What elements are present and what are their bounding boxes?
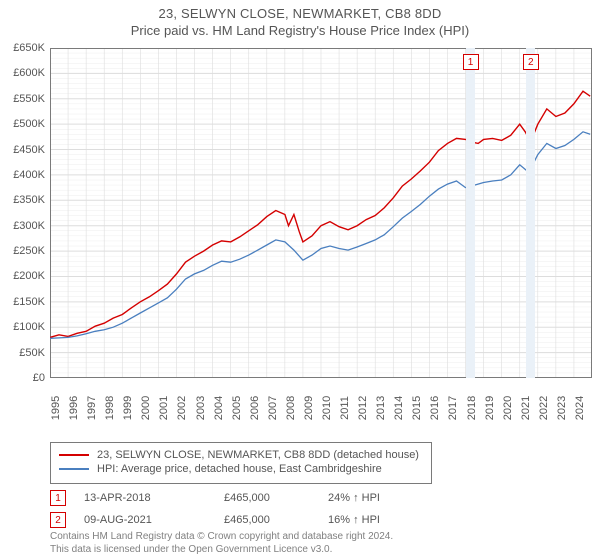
- x-tick-label: 2024: [574, 396, 586, 420]
- legend-label: HPI: Average price, detached house, East…: [97, 463, 382, 475]
- footer-line-1: Contains HM Land Registry data © Crown c…: [50, 531, 590, 544]
- y-tick-label: £550K: [13, 93, 45, 105]
- y-tick-label: £200K: [13, 270, 45, 282]
- event-price: £465,000: [224, 514, 328, 526]
- legend-item: 23, SELWYN CLOSE, NEWMARKET, CB8 8DD (de…: [59, 449, 423, 461]
- x-tick-label: 1999: [122, 396, 134, 420]
- highlight-band: [526, 48, 535, 378]
- chart-container: 23, SELWYN CLOSE, NEWMARKET, CB8 8DD Pri…: [0, 0, 600, 560]
- x-tick-label: 2013: [375, 396, 387, 420]
- y-axis-labels: £0£50K£100K£150K£200K£250K£300K£350K£400…: [0, 48, 48, 378]
- y-tick-label: £150K: [13, 296, 45, 308]
- x-tick-label: 2019: [484, 396, 496, 420]
- sale-flag: 1: [463, 54, 479, 70]
- x-tick-label: 2012: [357, 396, 369, 420]
- y-tick-label: £350K: [13, 194, 45, 206]
- sale-flag: 2: [523, 54, 539, 70]
- y-tick-label: £450K: [13, 144, 45, 156]
- x-tick-label: 2017: [447, 396, 459, 420]
- x-tick-label: 1995: [50, 396, 62, 420]
- x-tick-label: 1998: [104, 396, 116, 420]
- x-tick-label: 2011: [339, 396, 351, 420]
- x-tick-label: 2009: [303, 396, 315, 420]
- legend: 23, SELWYN CLOSE, NEWMARKET, CB8 8DD (de…: [50, 442, 432, 484]
- x-tick-label: 1996: [68, 396, 80, 420]
- title-main: 23, SELWYN CLOSE, NEWMARKET, CB8 8DD: [0, 6, 600, 21]
- y-tick-label: £500K: [13, 118, 45, 130]
- y-tick-label: £600K: [13, 67, 45, 79]
- x-tick-label: 2004: [213, 396, 225, 420]
- highlight-band: [466, 48, 475, 378]
- x-tick-label: 2008: [285, 396, 297, 420]
- event-date: 09-AUG-2021: [84, 514, 224, 526]
- x-tick-label: 2016: [429, 396, 441, 420]
- x-tick-label: 2021: [520, 396, 532, 420]
- x-tick-label: 2007: [267, 396, 279, 420]
- event-relative: 16% ↑ HPI: [328, 514, 590, 526]
- x-tick-label: 2022: [538, 396, 550, 420]
- title-sub: Price paid vs. HM Land Registry's House …: [0, 23, 600, 38]
- x-tick-label: 2014: [393, 396, 405, 420]
- x-tick-label: 2018: [466, 396, 478, 420]
- x-tick-label: 2023: [556, 396, 568, 420]
- legend-label: 23, SELWYN CLOSE, NEWMARKET, CB8 8DD (de…: [97, 449, 419, 461]
- legend-swatch: [59, 468, 89, 470]
- events-table: 1 13-APR-2018£465,00024% ↑ HPI 2 09-AUG-202…: [50, 486, 590, 534]
- x-tick-label: 2003: [195, 396, 207, 420]
- y-tick-label: £300K: [13, 220, 45, 232]
- x-tick-label: 1997: [86, 396, 98, 420]
- y-tick-label: £50K: [19, 347, 45, 359]
- event-marker: 2: [50, 512, 66, 528]
- event-price: £465,000: [224, 492, 328, 504]
- x-tick-label: 2015: [411, 396, 423, 420]
- y-tick-label: £250K: [13, 245, 45, 257]
- x-tick-label: 2010: [321, 396, 333, 420]
- titles: 23, SELWYN CLOSE, NEWMARKET, CB8 8DD Pri…: [0, 0, 600, 38]
- sale-flag-box: 2: [523, 54, 539, 70]
- event-date: 13-APR-2018: [84, 492, 224, 504]
- x-tick-label: 2002: [176, 396, 188, 420]
- footer: Contains HM Land Registry data © Crown c…: [50, 531, 590, 556]
- chart-svg: [50, 48, 592, 378]
- x-tick-label: 2005: [231, 396, 243, 420]
- footer-line-2: This data is licensed under the Open Gov…: [50, 544, 590, 557]
- y-tick-label: £400K: [13, 169, 45, 181]
- y-tick-label: £0: [33, 372, 45, 384]
- event-marker: 1: [50, 490, 66, 506]
- event-relative: 24% ↑ HPI: [328, 492, 590, 504]
- y-tick-label: £100K: [13, 321, 45, 333]
- x-axis-labels: 1995 1996 1997 1998 1999 2000 2001 2002 2003 2004…: [50, 380, 592, 442]
- sale-flag-box: 1: [463, 54, 479, 70]
- x-tick-label: 2000: [140, 396, 152, 420]
- y-tick-label: £650K: [13, 42, 45, 54]
- event-row: 1 13-APR-2018£465,00024% ↑ HPI: [50, 490, 590, 506]
- plot-area: 12: [50, 48, 592, 378]
- x-tick-label: 2001: [158, 396, 170, 420]
- x-tick-label: 2020: [502, 396, 514, 420]
- series-line: [50, 91, 590, 337]
- x-tick-label: 2006: [249, 396, 261, 420]
- legend-item: HPI: Average price, detached house, East…: [59, 463, 423, 475]
- event-row: 2 09-AUG-2021£465,00016% ↑ HPI: [50, 512, 590, 528]
- legend-swatch: [59, 454, 89, 456]
